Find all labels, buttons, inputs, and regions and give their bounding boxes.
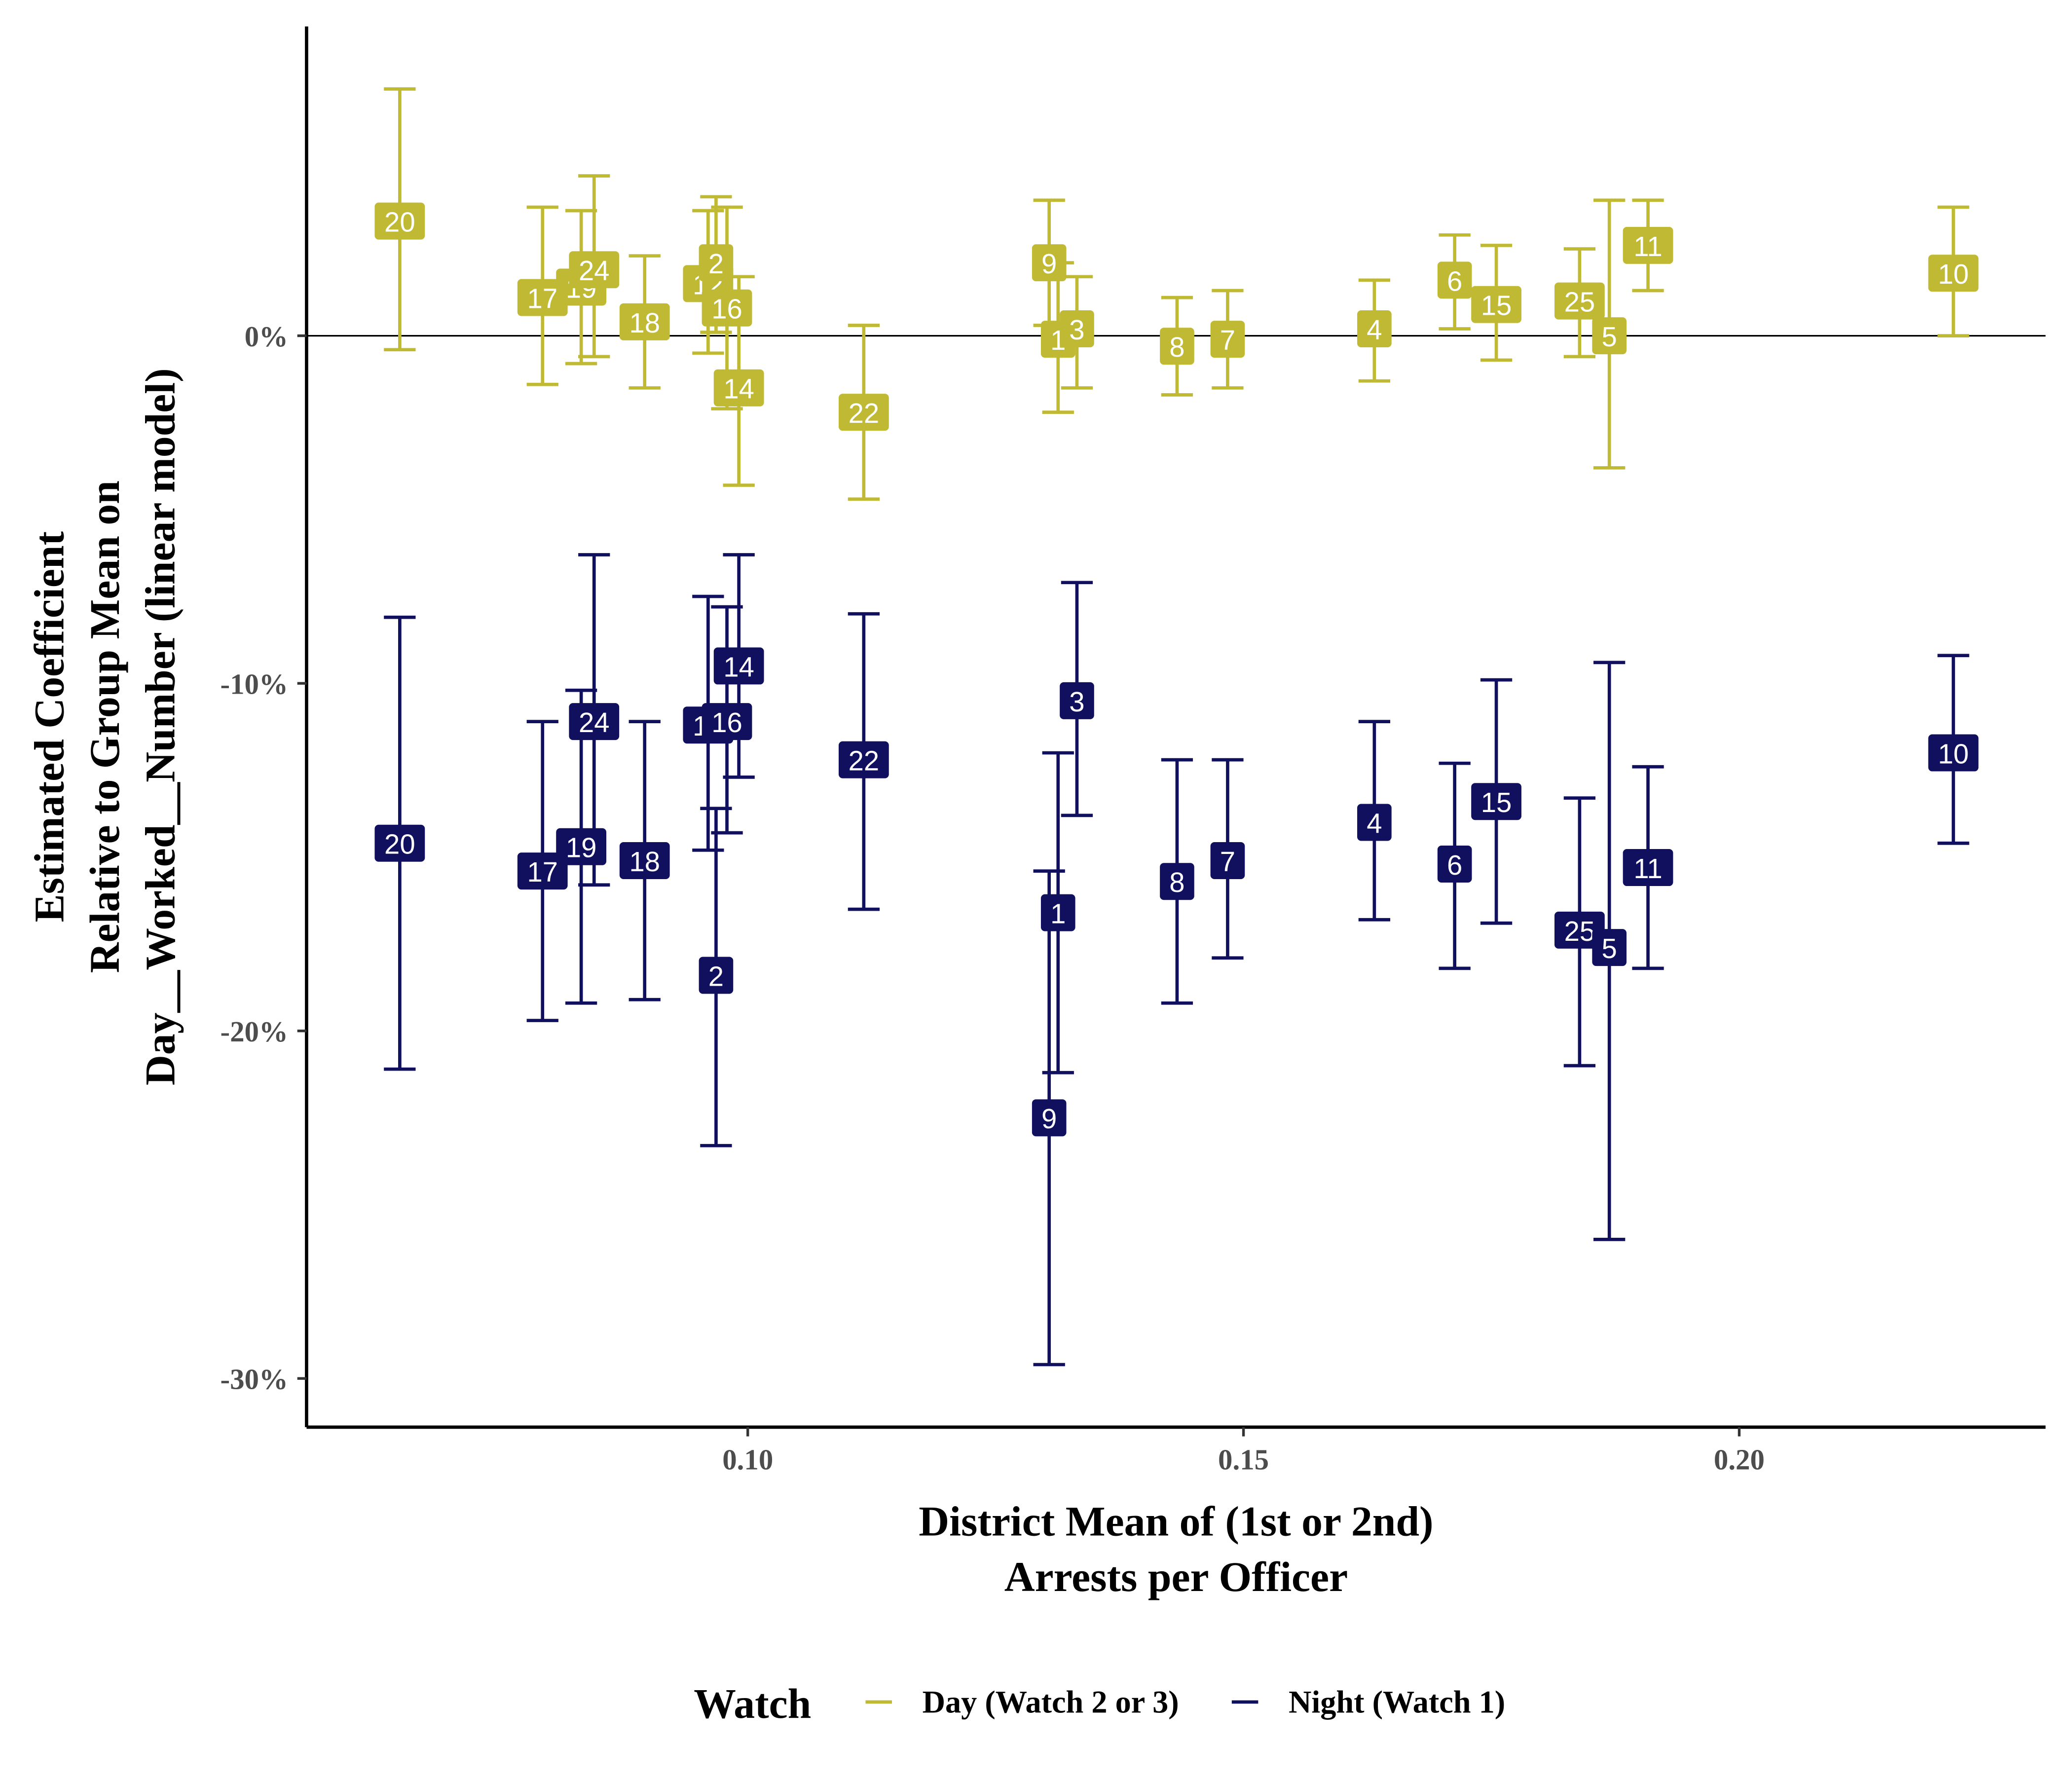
point-label-box [517, 279, 568, 316]
point-label-box [1554, 911, 1605, 949]
point-label-box [556, 828, 607, 865]
point-label-box [1928, 734, 1979, 772]
point-label-box [1357, 804, 1392, 841]
y-axis-title: Estimated Coefficient [26, 531, 73, 922]
y-tick-label: -20% [220, 1015, 288, 1048]
point-label-box [1592, 317, 1627, 355]
point-label-box [1060, 682, 1094, 719]
point-label: 19 [566, 832, 597, 863]
point-label: 25 [1564, 287, 1595, 318]
point-label-box [619, 842, 670, 879]
point-label: 9 [1041, 248, 1057, 279]
point-label-box [569, 251, 620, 289]
point-label: 4 [1367, 314, 1382, 345]
y-tick-label: -30% [220, 1363, 288, 1396]
point-label: 17 [527, 283, 558, 314]
point-label: 11 [1633, 231, 1662, 262]
point-label-box [1357, 310, 1392, 348]
point-label: 6 [1447, 850, 1462, 881]
x-tick-label: 0.10 [722, 1443, 773, 1476]
point-label: 7 [1220, 846, 1235, 877]
point-label-box [838, 394, 889, 431]
point-label: 8 [1169, 332, 1184, 363]
point-label: 8 [1169, 867, 1184, 898]
point-label-box [699, 957, 734, 994]
point-label-box [1210, 842, 1245, 879]
point-label: 20 [384, 207, 415, 238]
point-label-box [702, 289, 752, 327]
point-label: 18 [629, 846, 660, 877]
point-label-box [713, 647, 764, 685]
point-label-box [1040, 894, 1075, 931]
point-label: 15 [1481, 787, 1512, 818]
point-label: 22 [849, 398, 880, 429]
point-label-box [517, 852, 568, 890]
point-label-box [1554, 282, 1605, 320]
point-label-box [1032, 1099, 1067, 1137]
point-label: 3 [1069, 314, 1084, 345]
point-label: 10 [1938, 738, 1969, 769]
y-tick-label: -10% [220, 668, 288, 701]
point-label-box [1160, 328, 1194, 365]
point-label-box [1592, 929, 1627, 966]
point-label: 14 [723, 373, 754, 405]
point-label: 14 [723, 651, 754, 682]
point-label-box [619, 303, 670, 340]
point-label: 10 [1938, 259, 1969, 290]
point-label-box [1471, 286, 1521, 323]
point-label: 1 [1050, 898, 1066, 929]
point-label: 16 [711, 294, 742, 325]
y-axis-title: Day__Worked__Number (linear model) [137, 368, 184, 1085]
point-label: 2 [708, 961, 724, 992]
point-label: 24 [579, 255, 610, 286]
point-label-box [1032, 244, 1067, 282]
y-axis-title-group: Estimated Coefficient Relative to Group M… [26, 368, 184, 1085]
point-label: 9 [1041, 1103, 1057, 1134]
point-label-box [1437, 846, 1472, 883]
point-label: 25 [1564, 916, 1595, 947]
point-label: 2 [708, 248, 724, 279]
point-label-box [1210, 321, 1245, 358]
x-axis-title: District Mean of (1st or 2nd) [919, 1498, 1433, 1545]
point-label-box [374, 824, 425, 862]
point-label-box [1160, 863, 1194, 900]
point-label: 22 [849, 745, 880, 777]
y-axis-title: Relative to Group Mean on [81, 481, 128, 973]
point-label: 7 [1220, 325, 1235, 356]
point-label: 17 [527, 856, 558, 888]
point-label: 15 [1481, 290, 1512, 321]
point-label: 3 [1069, 686, 1084, 717]
point-label-box [1437, 261, 1472, 299]
point-label-box [1928, 255, 1979, 292]
point-label-box [1471, 783, 1521, 820]
point-label: 6 [1447, 265, 1462, 296]
point-label-box [838, 741, 889, 778]
legend-label: Night (Watch 1) [1289, 1684, 1505, 1719]
point-label-box [1623, 226, 1673, 264]
legend-label: Day (Watch 2 or 3) [923, 1684, 1179, 1719]
point-label: 18 [629, 307, 660, 338]
y-tick-label: 0% [245, 320, 288, 353]
legend-title: Watch [694, 1680, 811, 1727]
point-label-box [1060, 310, 1094, 348]
x-axis-title: Arrests per Officer [1004, 1554, 1348, 1600]
point-label: 16 [711, 707, 742, 738]
point-label-box [713, 369, 764, 407]
point-label: 4 [1367, 808, 1382, 839]
point-label: 24 [579, 707, 610, 738]
x-tick-label: 0.20 [1714, 1443, 1765, 1476]
point-label: 11 [1633, 853, 1662, 884]
point-label: 5 [1602, 933, 1617, 964]
point-label-box [374, 202, 425, 240]
point-label-box [702, 703, 752, 740]
point-label-box [569, 703, 620, 740]
point-label-box [1623, 849, 1673, 887]
point-label: 20 [384, 829, 415, 860]
point-label-box [699, 244, 734, 282]
x-tick-label: 0.15 [1218, 1443, 1269, 1476]
point-label: 5 [1602, 321, 1617, 352]
